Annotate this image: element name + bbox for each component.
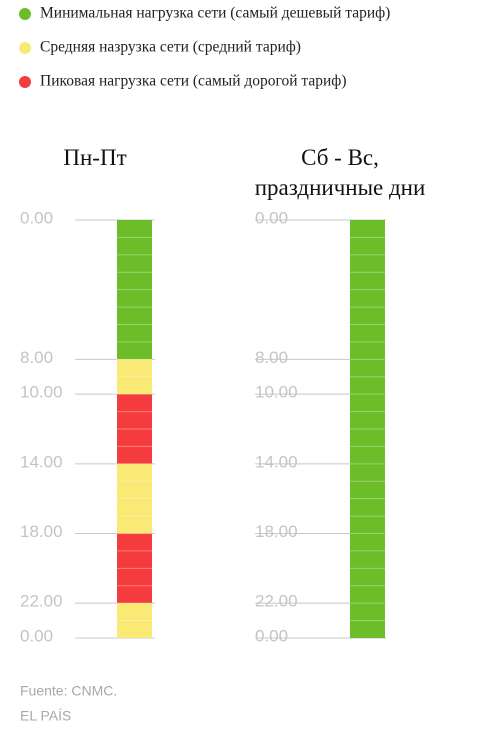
y-tick-label: 10.00 — [255, 383, 298, 402]
legend-label: Средняя назрузка сети (средний тариф) — [40, 39, 301, 56]
credit: EL PAÍS — [20, 708, 71, 724]
bar-segment — [117, 394, 152, 464]
y-tick-label: 14.00 — [255, 452, 298, 471]
y-tick-label: 18.00 — [20, 522, 63, 541]
y-tick-label: 22.00 — [20, 592, 63, 611]
source: Fuente: CNMC. — [20, 683, 117, 699]
legend-swatch — [19, 76, 31, 88]
legend-label: Пиковая нагрузка сети (самый дорогой тар… — [40, 73, 347, 90]
legend-label: Минимальная нагрузка сети (самый дешевый… — [40, 5, 390, 22]
y-tick-label: 8.00 — [255, 348, 288, 367]
chart-title: Пн-Пт — [63, 145, 127, 170]
bar-segment — [117, 220, 152, 360]
legend-swatch — [19, 42, 31, 54]
bar-segment — [117, 533, 152, 604]
y-tick-label: 8.00 — [20, 348, 53, 367]
bar-segment — [350, 220, 385, 638]
y-tick-label: 10.00 — [20, 383, 63, 402]
chart-title: Сб - Вс, праздничные дни — [254, 145, 426, 200]
y-tick-label: 0.00 — [20, 626, 53, 645]
bar-segment — [117, 463, 152, 534]
y-tick-label: 0.00 — [20, 208, 53, 227]
y-tick-label: 22.00 — [255, 592, 298, 611]
y-tick-label: 14.00 — [20, 452, 63, 471]
legend-swatch — [19, 8, 31, 20]
bar-segment — [117, 359, 152, 395]
y-tick-label: 18.00 — [255, 522, 298, 541]
y-tick-label: 0.00 — [255, 626, 288, 645]
bar-segment — [117, 603, 152, 638]
y-tick-label: 0.00 — [255, 208, 288, 227]
